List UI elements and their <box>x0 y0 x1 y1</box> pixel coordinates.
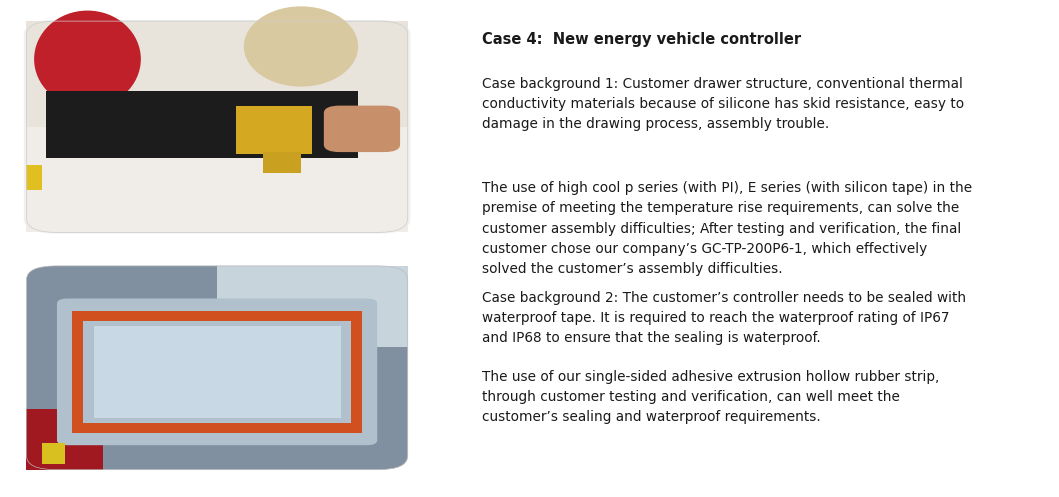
Ellipse shape <box>34 10 141 108</box>
Text: Case 4:  New energy vehicle controller: Case 4: New energy vehicle controller <box>482 32 801 47</box>
Bar <box>26 21 408 144</box>
Text: The use of our single-sided adhesive extrusion hollow rubber strip,
through cust: The use of our single-sided adhesive ext… <box>482 370 939 424</box>
FancyBboxPatch shape <box>23 20 410 234</box>
FancyBboxPatch shape <box>26 266 408 470</box>
Bar <box>46 91 358 159</box>
FancyBboxPatch shape <box>324 105 400 152</box>
Bar <box>352 311 362 433</box>
Bar <box>217 266 408 347</box>
Text: The use of high cool p series (with PI), E series (with silicon tape) in the
pre: The use of high cool p series (with PI),… <box>482 181 972 276</box>
Bar <box>72 311 83 433</box>
FancyBboxPatch shape <box>26 21 408 233</box>
Bar <box>72 423 362 433</box>
Text: Case background 2: The customer’s controller needs to be sealed with
waterproof : Case background 2: The customer’s contro… <box>482 291 966 345</box>
Bar <box>93 326 341 417</box>
Bar <box>26 165 41 190</box>
Text: Case background 1: Customer drawer structure, conventional thermal
conductivity : Case background 1: Customer drawer struc… <box>482 77 964 131</box>
Ellipse shape <box>244 6 358 86</box>
Bar <box>72 311 362 321</box>
Bar <box>41 443 65 464</box>
Bar <box>263 152 301 173</box>
FancyBboxPatch shape <box>57 299 377 445</box>
Bar <box>236 105 312 154</box>
Bar <box>26 409 103 470</box>
Bar <box>26 127 408 233</box>
